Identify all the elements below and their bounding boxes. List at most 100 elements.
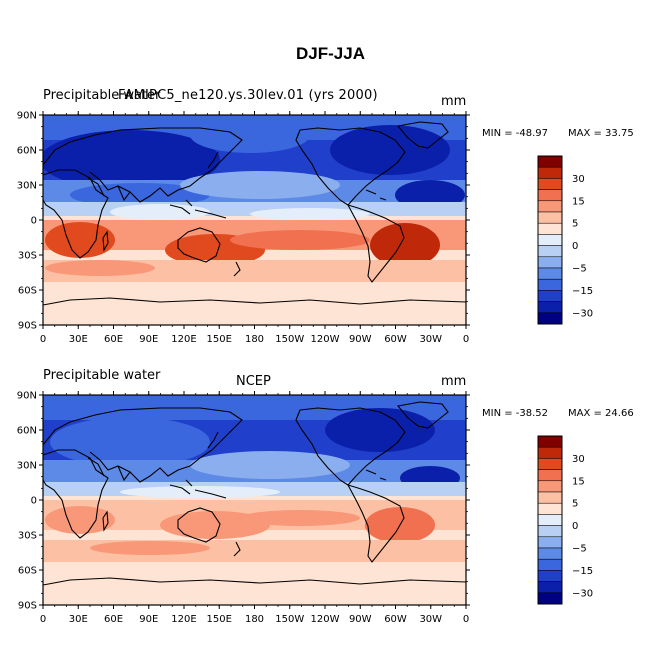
colorbar-swatch bbox=[537, 558, 563, 571]
lon-tick-label: 90E bbox=[139, 614, 158, 625]
lon-tick-label: 30E bbox=[69, 334, 88, 345]
colorbar-1: 30 15 5 0 −5 −15 −30 bbox=[537, 155, 593, 325]
colorbar-swatch bbox=[537, 200, 563, 213]
lat-tick-label: 90S bbox=[18, 321, 37, 332]
colorbar-2: 30 15 5 0 −5 −15 −30 bbox=[537, 435, 593, 605]
lon-tick-label: 60W bbox=[384, 614, 407, 625]
lon-tick-label: 90W bbox=[349, 334, 372, 345]
colorbar-swatch bbox=[537, 245, 563, 258]
colorbar-swatch bbox=[537, 547, 563, 560]
lat-tick-label: 30S bbox=[18, 531, 37, 542]
lon-tick-label: 30W bbox=[419, 614, 442, 625]
map-panel-2 bbox=[43, 395, 466, 605]
lon-tick-label: 120E bbox=[171, 334, 196, 345]
lon-tick-label: 60W bbox=[384, 334, 407, 345]
colorbar-swatch bbox=[537, 514, 563, 526]
colorbar-label: 30 bbox=[572, 454, 585, 465]
colorbar-swatch bbox=[537, 570, 563, 582]
colorbar-label: −5 bbox=[572, 264, 587, 275]
colorbar-label: 15 bbox=[572, 196, 585, 207]
colorbar-swatch bbox=[537, 222, 563, 235]
panel1-variable-label: Precipitable water bbox=[43, 88, 161, 103]
lat-tick-label: 30N bbox=[17, 181, 37, 192]
colorbar-swatch bbox=[537, 502, 563, 515]
lon-tick-label: 90E bbox=[139, 334, 158, 345]
colorbar-swatch bbox=[537, 278, 563, 291]
lat-tick-label: 90S bbox=[18, 601, 37, 612]
lat-tick-label: 30S bbox=[18, 251, 37, 262]
colorbar-swatch bbox=[537, 525, 563, 538]
colorbar-swatch bbox=[537, 256, 563, 269]
lon-tick-label: 30E bbox=[69, 614, 88, 625]
colorbar-swatch bbox=[537, 480, 563, 493]
lon-tick-label: 150W bbox=[275, 334, 304, 345]
colorbar-label: 5 bbox=[572, 499, 578, 510]
lat-tick-label: 60N bbox=[17, 146, 37, 157]
map-panel-1 bbox=[43, 115, 466, 325]
colorbar-swatch bbox=[537, 290, 563, 302]
panel1-min-label: MIN = -48.97 bbox=[482, 128, 549, 139]
lon-tick-label: 0 bbox=[463, 614, 469, 625]
lon-tick-label: 0 bbox=[463, 334, 469, 345]
colorbar-swatch bbox=[537, 581, 563, 594]
map-frame-1 bbox=[42, 114, 467, 326]
colorbar-label: 15 bbox=[572, 476, 585, 487]
lon-tick-label: 120E bbox=[171, 614, 196, 625]
colorbar-swatch bbox=[537, 234, 563, 246]
colorbar-swatch bbox=[537, 446, 563, 459]
colorbar-swatch bbox=[537, 592, 563, 605]
colorbar-swatch bbox=[537, 458, 563, 470]
colorbar-label: −30 bbox=[572, 308, 593, 319]
map-frame-2 bbox=[42, 394, 467, 606]
lon-tick-label: 180 bbox=[245, 334, 264, 345]
lat-tick-label: 0 bbox=[31, 496, 37, 507]
colorbar-label: 5 bbox=[572, 219, 578, 230]
lon-tick-label: 180 bbox=[245, 614, 264, 625]
panel1-units-label: mm bbox=[441, 94, 467, 109]
main-title: DJF-JJA bbox=[296, 44, 365, 63]
colorbar-label: −5 bbox=[572, 544, 587, 555]
colorbar-swatch bbox=[537, 267, 563, 280]
panel1-source-label: FAMIPC5_ne120.ys.30lev.01 (yrs 2000) bbox=[118, 88, 378, 103]
lat-tick-label: 30N bbox=[17, 461, 37, 472]
coastline-outline bbox=[42, 121, 467, 306]
colorbar-label: 30 bbox=[572, 174, 585, 185]
colorbar-swatch bbox=[537, 189, 563, 202]
lon-tick-label: 0 bbox=[40, 614, 46, 625]
colorbar-label: −30 bbox=[572, 588, 593, 599]
colorbar-swatch bbox=[537, 301, 563, 314]
lon-tick-label: 60E bbox=[104, 614, 123, 625]
colorbar-swatch bbox=[537, 435, 563, 448]
lon-tick-label: 150E bbox=[207, 614, 232, 625]
panel2-units-label: mm bbox=[441, 374, 467, 389]
colorbar-swatch bbox=[537, 469, 563, 482]
lon-tick-label: 90W bbox=[349, 614, 372, 625]
panel2-variable-label: Precipitable water bbox=[43, 368, 161, 383]
colorbar-swatch bbox=[537, 178, 563, 190]
panel1-max-label: MAX = 33.75 bbox=[568, 128, 634, 139]
colorbar-swatch bbox=[537, 166, 563, 179]
lon-tick-label: 120W bbox=[311, 614, 340, 625]
colorbar-label: −15 bbox=[572, 566, 593, 577]
colorbar-swatch bbox=[537, 211, 563, 224]
lat-tick-label: 90N bbox=[17, 391, 37, 402]
colorbar-label: 0 bbox=[572, 241, 578, 252]
colorbar-label: −15 bbox=[572, 286, 593, 297]
colorbar-swatch bbox=[537, 491, 563, 504]
colorbar-swatch bbox=[537, 312, 563, 325]
lat-tick-label: 60S bbox=[18, 286, 37, 297]
lon-tick-label: 150E bbox=[207, 334, 232, 345]
lon-tick-label: 150W bbox=[275, 614, 304, 625]
lat-tick-label: 90N bbox=[17, 111, 37, 122]
colorbar-swatch bbox=[537, 155, 563, 168]
panel2-min-label: MIN = -38.52 bbox=[482, 408, 549, 419]
colorbar-label: 0 bbox=[572, 521, 578, 532]
panel2-source-label: NCEP bbox=[236, 374, 271, 389]
lat-tick-label: 60N bbox=[17, 426, 37, 437]
lat-tick-label: 0 bbox=[31, 216, 37, 227]
lon-tick-label: 60E bbox=[104, 334, 123, 345]
lat-tick-label: 60S bbox=[18, 566, 37, 577]
lon-tick-label: 30W bbox=[419, 334, 442, 345]
colorbar-swatch bbox=[537, 536, 563, 549]
lon-tick-label: 120W bbox=[311, 334, 340, 345]
